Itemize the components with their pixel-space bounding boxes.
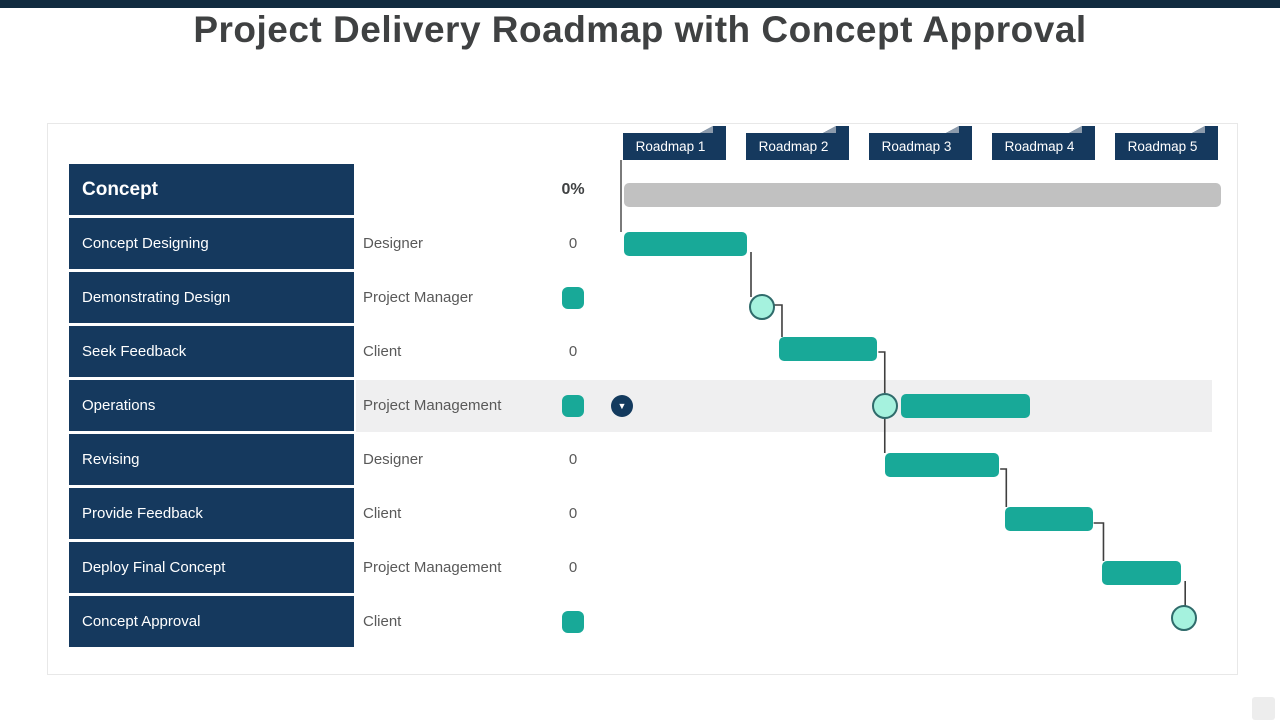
page-title: Project Delivery Roadmap with Concept Ap… xyxy=(193,9,1087,50)
status-square-cell xyxy=(548,380,598,431)
task-cell-concept-approval: Concept Approval xyxy=(69,596,354,647)
task-cell-deploy-final-concept: Deploy Final Concept xyxy=(69,542,354,593)
task-role: Designer xyxy=(363,451,424,468)
connector-start-line xyxy=(620,160,622,232)
task-role: Project Manager xyxy=(363,289,474,306)
tab-roadmap-2[interactable]: Roadmap 2 xyxy=(746,126,849,160)
status-square-icon xyxy=(562,610,584,633)
task-value: 0 xyxy=(568,235,578,252)
gantt-milestone-demonstrating-design xyxy=(748,294,775,320)
task-cell-seek-feedback: Seek Feedback xyxy=(69,326,354,377)
task-cell-provide-feedback: Provide Feedback xyxy=(69,488,354,539)
tab-roadmap-3[interactable]: Roadmap 3 xyxy=(869,126,972,160)
tab-label: Roadmap 5 xyxy=(1127,139,1198,154)
tab-label: Roadmap 3 xyxy=(881,139,952,154)
roadmap-panel xyxy=(47,123,1238,675)
tab-fold-icon xyxy=(823,126,836,133)
gantt-milestone-concept-approval xyxy=(1170,605,1197,631)
dropdown-icon[interactable]: ▼ xyxy=(611,395,633,417)
gantt-bar-seek-feedback xyxy=(778,337,878,361)
gantt-bar-revising xyxy=(884,453,1000,477)
status-square-cell xyxy=(548,596,598,647)
task-value: 0 xyxy=(568,559,578,576)
top-accent-bar xyxy=(0,0,1280,8)
tab-label: Roadmap 1 xyxy=(635,139,706,154)
tab-fold-icon xyxy=(1192,126,1205,133)
task-role: Project Management xyxy=(363,397,502,414)
corner-handle xyxy=(1252,697,1275,720)
gantt-bar-concept-designing xyxy=(624,232,747,256)
gantt-milestone-operations xyxy=(871,393,898,419)
status-square-icon xyxy=(562,394,584,417)
task-value: 0 xyxy=(568,343,578,360)
tab-label: Roadmap 4 xyxy=(1004,139,1075,154)
gantt-bar-provide-feedback xyxy=(1005,507,1093,531)
tab-roadmap-1[interactable]: Roadmap 1 xyxy=(623,126,726,160)
tab-fold-icon xyxy=(946,126,959,133)
task-cell-concept-designing: Concept Designing xyxy=(69,218,354,269)
task-role: Client xyxy=(363,343,402,360)
task-role: Project Management xyxy=(363,559,502,576)
row-highlight-operations xyxy=(356,380,1212,432)
task-value: 0 xyxy=(568,451,578,468)
tab-fold-icon xyxy=(1069,126,1082,133)
task-cell-demonstrating-design: Demonstrating Design xyxy=(69,272,354,323)
gantt-bar-deploy-final-concept xyxy=(1102,561,1182,585)
tab-roadmap-4[interactable]: Roadmap 4 xyxy=(992,126,1095,160)
task-value: 0 xyxy=(568,505,578,522)
task-role: Client xyxy=(363,613,402,630)
task-cell-revising: Revising xyxy=(69,434,354,485)
task-progress: 0% xyxy=(561,180,585,198)
tab-roadmap-5[interactable]: Roadmap 5 xyxy=(1115,126,1218,160)
status-square-cell xyxy=(548,272,598,323)
gantt-bar-concept xyxy=(624,183,1221,207)
tab-label: Roadmap 2 xyxy=(758,139,829,154)
status-square-icon xyxy=(562,286,584,309)
tab-fold-icon xyxy=(700,126,713,133)
task-cell-operations: Operations xyxy=(69,380,354,431)
task-cell-concept: Concept xyxy=(69,164,354,215)
task-role: Designer xyxy=(363,235,424,252)
task-role: Client xyxy=(363,505,402,522)
gantt-bar-operations xyxy=(900,394,1030,418)
